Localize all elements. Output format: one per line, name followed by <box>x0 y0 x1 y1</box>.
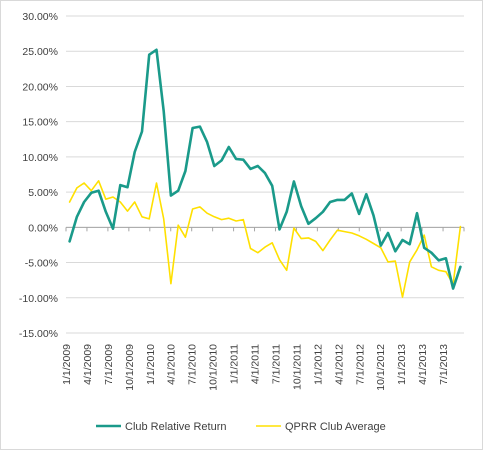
y-tick-label: 10.00% <box>22 152 58 164</box>
x-axis-tick-labels: 1/1/2009 4/1/2009 7/1/2009 10/1/2009 1/1/201… <box>61 344 450 391</box>
y-tick-label: 30.00% <box>22 11 58 23</box>
y-tick-label: 15.00% <box>22 117 58 129</box>
x-tick-label: 10/1/2009 <box>124 344 136 391</box>
x-tick-label: 4/1/2010 <box>166 344 178 385</box>
x-tick-label: 1/1/2013 <box>396 344 408 385</box>
x-tick-label: 4/1/2009 <box>82 344 94 385</box>
legend: Club Relative Return QPRR Club Average <box>96 421 386 433</box>
y-tick-label: 5.00% <box>28 187 58 199</box>
x-tick-label: 7/1/2009 <box>103 344 115 385</box>
x-tick-label: 7/1/2011 <box>270 344 282 384</box>
y-tick-label: -15.00% <box>19 328 58 340</box>
x-tick-label: 1/1/2011 <box>229 344 241 384</box>
x-tick-label: 7/1/2012 <box>354 344 366 385</box>
x-tick-label: 4/1/2011 <box>250 344 262 384</box>
x-tick-label: 10/1/2010 <box>208 344 220 391</box>
x-tick-label: 1/1/2010 <box>145 344 157 385</box>
series-lines <box>68 48 462 298</box>
legend-label: QPRR Club Average <box>285 421 386 433</box>
y-tick-label: 25.00% <box>22 46 58 58</box>
y-axis-tick-labels: 30.00% 25.00% 20.00% 15.00% 10.00% 5.00% 0.00%… <box>19 11 58 340</box>
x-tick-label: 1/1/2009 <box>61 344 73 385</box>
series-line-club-relative-return <box>68 48 462 290</box>
x-tick-label: 4/1/2013 <box>417 344 429 385</box>
x-axis <box>65 226 465 232</box>
legend-label: Club Relative Return <box>125 421 227 433</box>
y-tick-label: 20.00% <box>22 81 58 93</box>
y-tick-label: 0.00% <box>28 222 58 234</box>
x-tick-label: 7/1/2010 <box>187 344 199 385</box>
y-tick-label: -5.00% <box>25 258 58 270</box>
y-tick-label: -10.00% <box>19 293 58 305</box>
x-tick-label: 10/1/2011 <box>291 344 303 390</box>
series-line-qprr-club-average <box>68 180 462 298</box>
x-tick-label: 7/1/2013 <box>438 344 450 385</box>
x-tick-label: 4/1/2012 <box>333 344 345 385</box>
x-tick-label: 10/1/2012 <box>375 344 387 391</box>
x-tick-label: 1/1/2012 <box>312 344 324 385</box>
